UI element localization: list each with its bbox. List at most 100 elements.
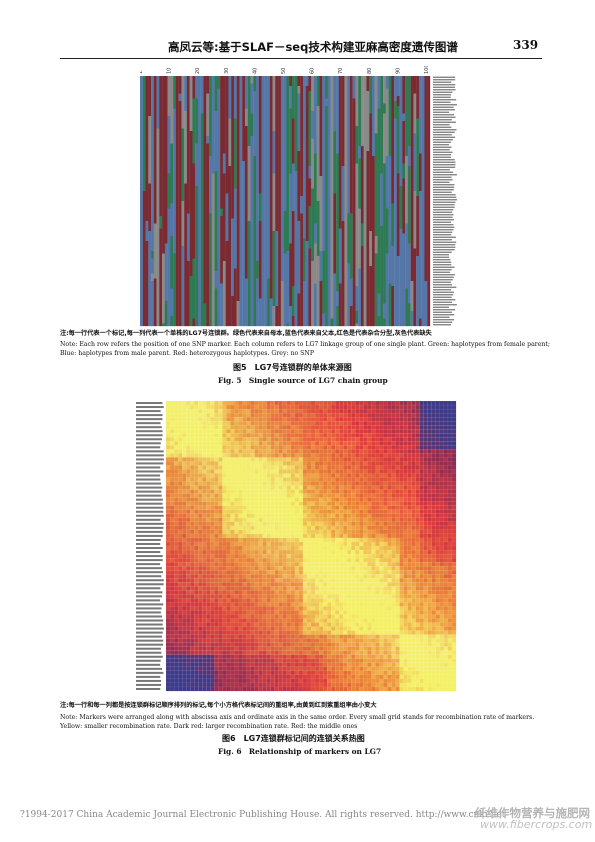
heatmap-cell [270,630,275,635]
heatmap-cell [435,566,441,571]
heatmap-cell [322,533,328,539]
heatmap-cell [177,469,183,474]
heatmap-cell [322,545,328,551]
heatmap-cell [194,481,199,486]
heatmap-cell [278,429,284,434]
heatmap-cell [173,453,179,458]
heatmap-cell [447,400,453,406]
heatmap-cell [411,473,416,478]
heatmap-cell [222,537,227,543]
heatmap-cell [234,537,239,543]
heatmap-cell [403,570,408,575]
heatmap-cell [347,493,352,498]
heatmap-cell [335,497,340,502]
heatmap-cell [415,465,420,470]
row-marker-label [433,324,452,326]
heatmap-cell [343,537,348,543]
heatmap-cell [395,533,400,539]
heatmap-cell [439,529,445,535]
heatmap-cell [238,477,243,482]
heatmap-cell [439,545,445,551]
heatmap-cell [222,598,227,603]
heatmap-cell [310,590,316,595]
heatmap-cell [339,429,344,434]
haplotype-segment [377,306,381,317]
heatmap-cell [214,513,219,519]
heatmap-cell [415,566,420,571]
heatmap-cell [427,493,433,498]
heatmap-cell [439,445,445,450]
heatmap-cell [210,582,215,587]
heatmap-cell [431,582,437,587]
heatmap-cell [165,561,171,567]
haplotype-segment [256,76,259,147]
heatmap-cell [218,561,223,567]
heatmap-cell [375,489,380,494]
heatmap-cell [222,457,227,462]
heatmap-cell [375,416,380,422]
heatmap-cell [439,429,445,434]
heatmap-cell [302,437,308,442]
heatmap-cell [298,553,304,559]
haplotype-segment [349,173,353,214]
heatmap-cell [435,529,441,535]
heatmap-cell [431,481,437,486]
heatmap-cell [290,606,296,611]
row-marker-label [433,101,451,103]
heatmap-cell [222,533,227,539]
heatmap-cell [294,533,300,539]
haplotype-segment [405,288,409,297]
heatmap-cell [254,622,259,627]
heatmap-cell [347,553,352,559]
heatmap-cell [173,574,179,579]
heatmap-cell [218,457,223,462]
heatmap-cell [286,561,292,567]
heatmap-cell [359,590,364,595]
heatmap-cell [451,425,457,430]
heatmap-cell [246,473,251,478]
heatmap-cell [198,400,203,406]
heatmap-cell [395,437,400,442]
heatmap-cell [222,425,227,430]
heatmap-cell [423,449,429,454]
heatmap-cell [435,416,441,422]
heatmap-cell [310,513,316,519]
heatmap-cell [331,416,336,422]
heatmap-cell [431,509,437,515]
heatmap-cell [322,537,328,543]
heatmap-cell [258,489,263,494]
haplotype-segment [314,76,317,99]
heatmap-cell [443,469,449,474]
heatmap-cell [290,626,296,631]
heatmap-cell [226,404,231,410]
heatmap-cell [391,505,396,510]
heatmap-cell [210,513,215,519]
heatmap-cell [310,553,316,559]
heatmap-cell [318,473,324,478]
haplotype-segment [200,76,204,114]
heatmap-cell [335,557,340,563]
haplotype-segment [198,193,201,249]
heatmap-cell [226,493,231,498]
haplotype-segment [319,306,323,327]
heatmap-cell [355,537,360,543]
heatmap-cell [206,513,211,519]
heatmap-cell [250,445,255,450]
heatmap-cell [258,505,263,510]
haplotype-segment [305,76,309,87]
heatmap-cell [379,626,384,631]
haplotype-segment [402,233,406,287]
heatmap-cell [322,586,328,591]
heatmap-cell [375,421,380,426]
heatmap-cell [246,493,251,498]
heatmap-cell [190,449,195,454]
heatmap-cell [306,606,312,611]
heatmap-cell [238,614,243,619]
heatmap-cell [198,412,203,418]
heatmap-cell [294,549,300,555]
heatmap-cell [266,630,271,635]
heatmap-cell [262,610,267,615]
heatmap-cell [419,509,425,515]
heatmap-cell [254,473,259,478]
heatmap-cell [395,549,400,555]
